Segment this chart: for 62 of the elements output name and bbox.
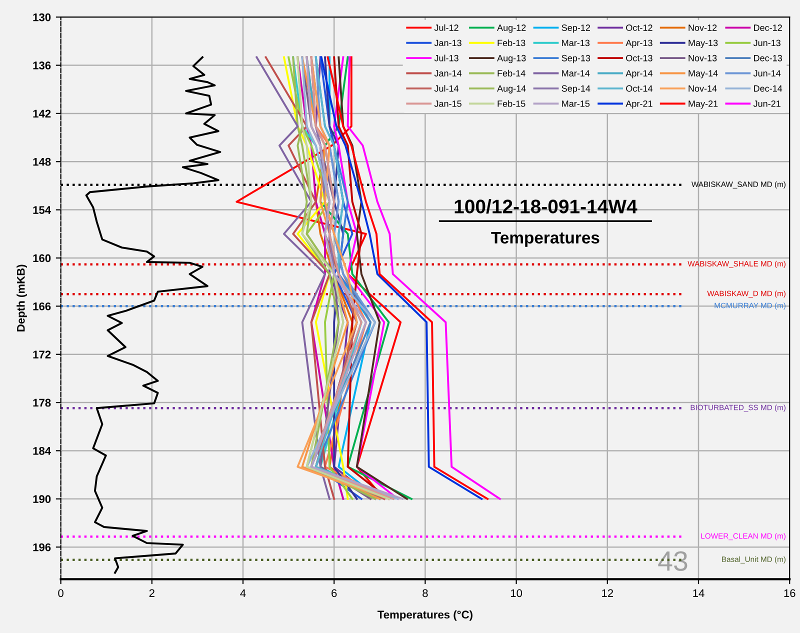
legend-label: Jan-14 [434, 70, 462, 77]
legend-label: Jul-13 [434, 54, 458, 62]
legend-label: Oct-14 [626, 85, 652, 92]
legend-label: Apr-21 [626, 100, 652, 109]
legend-label: Apr-14 [626, 70, 652, 78]
legend-label: Nov-14 [688, 85, 717, 92]
legend-label: Nov-12 [688, 24, 717, 31]
text: Temperatures [491, 232, 600, 247]
legend-label: Feb-13 [498, 40, 526, 46]
y-tick-label: 196 [33, 543, 51, 552]
legend-label: Oct-12 [626, 24, 652, 31]
y-tick-label: 160 [33, 254, 51, 262]
legend-label: Jun-13 [753, 40, 780, 46]
legend-label: Aug-12 [497, 24, 526, 33]
y-tick-label: 148 [33, 158, 51, 166]
legend-label: Mar-14 [562, 70, 590, 77]
legend-label: May-21 [688, 100, 718, 109]
y-axis-title: Depth (mKB) [16, 264, 27, 332]
y-tick-label: 166 [33, 302, 51, 310]
x-tick-label: 4 [240, 589, 246, 597]
legend-label: Dec-12 [754, 24, 782, 31]
y-tick-label: 136 [33, 62, 51, 70]
legend-label: Jul-12 [434, 24, 458, 31]
legend-label: Jan-13 [434, 40, 462, 46]
legend-label: Dec-14 [754, 85, 782, 92]
legend-label: Feb-14 [498, 70, 526, 77]
y-tick-label: 130 [33, 13, 51, 22]
legend-label: Sep-12 [562, 24, 590, 33]
legend-label: Jun-21 [753, 100, 780, 107]
legend-label: Oct-13 [626, 54, 652, 62]
x-tick-label: 0 [58, 589, 64, 598]
y-tick-label: 184 [33, 446, 52, 455]
legend-label: Feb-15 [498, 100, 526, 107]
y-tick-label: 154 [33, 206, 52, 214]
legend-label: Mar-15 [562, 100, 590, 107]
y-tick-label: 190 [33, 495, 51, 504]
legend-label: Aug-13 [497, 54, 526, 64]
y-tick-label: 142 [33, 110, 51, 118]
annotation: 43 [658, 551, 688, 571]
y-tick-label: 172 [33, 350, 51, 358]
legend-label: Mar-13 [562, 40, 590, 46]
legend-label: Dec-13 [754, 54, 782, 62]
legend-label: Aug-14 [497, 85, 526, 94]
x-tick-label: 2 [149, 589, 154, 597]
x-tick-label: 8 [422, 589, 428, 598]
text: 100/12-18-091-14W4 [454, 199, 638, 214]
legend-label: May-14 [688, 70, 718, 78]
x-tick-label: 6 [332, 589, 337, 598]
legend-label: Sep-14 [562, 85, 590, 94]
legend-label: Jul-14 [434, 85, 459, 92]
y-tick-label: 178 [33, 398, 51, 407]
x-tick-label: 16 [784, 589, 796, 598]
legend-label: Jun-14 [753, 70, 781, 77]
legend-label: Apr-13 [626, 40, 652, 48]
legend-label: May-13 [688, 40, 718, 48]
x-tick-label: 10 [510, 589, 522, 598]
x-axis-title: Temperatures (°C) [378, 610, 472, 621]
legend-label: Sep-13 [562, 54, 590, 64]
legend-label: Jan-15 [434, 100, 462, 107]
legend-label: Nov-13 [688, 54, 717, 62]
x-tick-label: 12 [602, 589, 614, 597]
x-tick-label: 14 [693, 589, 704, 597]
